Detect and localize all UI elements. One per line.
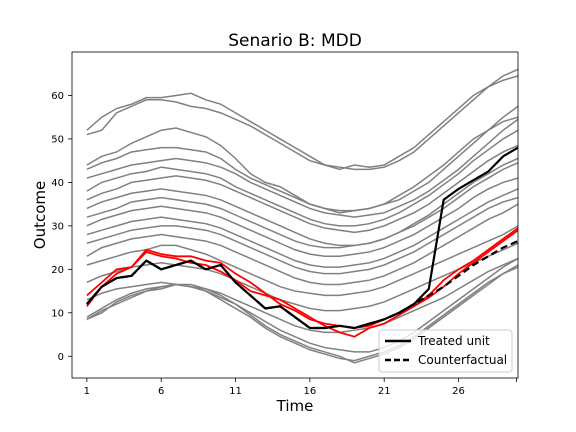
x-axis-title: Time	[276, 397, 314, 415]
x-tick-label: 1	[84, 386, 90, 397]
y-tick-label: 10	[51, 308, 64, 319]
control-unit-line-3	[86, 105, 518, 214]
control-lines	[86, 68, 518, 364]
main-lines	[86, 146, 518, 330]
control-unit-line-14	[86, 225, 518, 297]
control-unit-line-2	[86, 75, 518, 171]
y-tick-label: 60	[51, 91, 64, 102]
plot-frame	[71, 51, 519, 379]
y-tick-label: 50	[51, 134, 64, 145]
x-tick-label: 6	[158, 386, 164, 397]
x-axis: 1 6 11 16 21 26	[84, 378, 517, 397]
chart-title: Senario B: MDD	[228, 31, 362, 51]
control-unit-line-10	[86, 177, 518, 258]
treated-unit-line	[86, 146, 518, 330]
control-unit-line-19	[86, 266, 518, 364]
x-tick-label: 11	[229, 386, 242, 397]
highlighted-unit-line-1	[86, 227, 518, 329]
highlight-lines	[86, 227, 518, 338]
y-tick-label: 30	[51, 221, 64, 232]
y-tick-label: 40	[51, 178, 64, 189]
control-unit-line-8	[86, 157, 518, 247]
control-unit-line-7	[86, 144, 518, 234]
y-axis-title: Outcome	[31, 181, 49, 249]
control-unit-line-6	[86, 129, 518, 227]
control-unit-line-9	[86, 162, 518, 249]
x-tick-label: 26	[452, 386, 465, 397]
control-unit-line-16	[86, 257, 518, 334]
x-tick-label: 21	[378, 386, 391, 397]
legend-box	[378, 329, 513, 373]
legend: Treated unit Counterfactual	[378, 329, 513, 373]
control-unit-line-18	[86, 264, 518, 362]
control-unit-line-11	[86, 188, 518, 268]
y-tick-label: 20	[51, 265, 64, 276]
control-unit-line-1	[86, 68, 518, 171]
control-unit-line-4	[86, 116, 518, 212]
y-tick-label: 0	[58, 352, 64, 363]
control-unit-line-5	[86, 118, 518, 218]
x-tick-label: 16	[303, 386, 316, 397]
legend-counterfactual-label: Counterfactual	[418, 353, 507, 367]
legend-treated-label: Treated unit	[417, 334, 490, 348]
control-unit-line-15	[86, 242, 518, 312]
control-unit-line-12	[86, 196, 518, 275]
control-unit-line-13	[86, 203, 518, 286]
y-axis: 0 10 20 30 40 50 60	[51, 91, 72, 363]
